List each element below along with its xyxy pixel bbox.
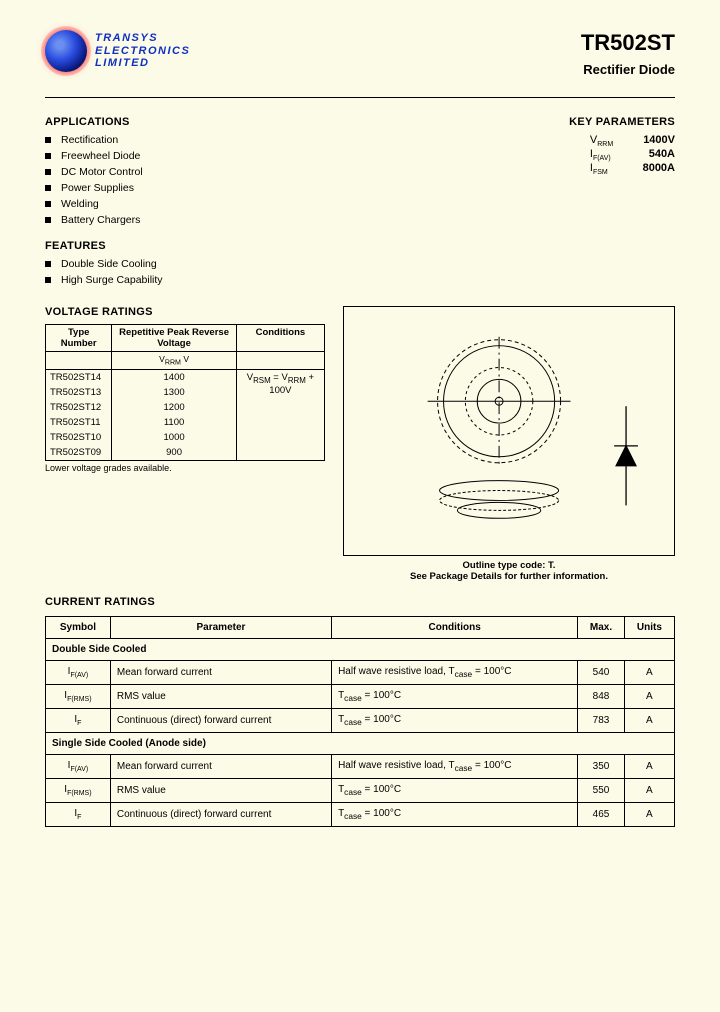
- divider: [45, 97, 675, 98]
- outline-diagram: [343, 306, 675, 556]
- list-item: Power Supplies: [45, 182, 445, 194]
- left-column: APPLICATIONS Rectification Freewheel Diod…: [45, 116, 445, 300]
- diagram-subcaption: See Package Details for further informat…: [343, 571, 675, 582]
- company-name: TRANSYS ELECTRONICS LIMITED: [95, 32, 190, 70]
- table-row: TR502ST141400VRSM = VRRM + 100V: [46, 369, 325, 385]
- section-row: Double Side Cooled: [46, 639, 675, 661]
- table-row: IFContinuous (direct) forward currentTca…: [46, 709, 675, 733]
- voltage-note: Lower voltage grades available.: [45, 463, 325, 473]
- voltage-ratings-block: VOLTAGE RATINGS Type NumberRepetitive Pe…: [45, 306, 325, 582]
- features-heading: FEATURES: [45, 240, 445, 252]
- list-item: Double Side Cooling: [45, 258, 445, 270]
- applications-list: Rectification Freewheel Diode DC Motor Con…: [45, 134, 445, 226]
- key-params-table: VRRM1400VIF(AV)540AIFSM8000A: [590, 134, 675, 177]
- globe-icon: [45, 30, 87, 72]
- subtitle: Rectifier Diode: [581, 62, 675, 77]
- company-line1: TRANSYS: [95, 32, 190, 45]
- current-heading: CURRENT RATINGS: [45, 596, 675, 608]
- title-block: TR502ST Rectifier Diode: [581, 30, 675, 77]
- diagram-block: Outline type code: T. See Package Detail…: [343, 306, 675, 582]
- key-params-heading: KEY PARAMETERS: [475, 116, 675, 128]
- part-number: TR502ST: [581, 30, 675, 56]
- key-param-row: IFSM8000A: [590, 162, 675, 176]
- section-row: Single Side Cooled (Anode side): [46, 733, 675, 755]
- list-item: Freewheel Diode: [45, 150, 445, 162]
- mid-row: VOLTAGE RATINGS Type NumberRepetitive Pe…: [45, 306, 675, 582]
- applications-heading: APPLICATIONS: [45, 116, 445, 128]
- top-columns: APPLICATIONS Rectification Freewheel Diod…: [45, 116, 675, 300]
- list-item: High Surge Capability: [45, 274, 445, 286]
- list-item: Welding: [45, 198, 445, 210]
- table-row: IF(RMS)RMS valueTcase = 100°C848A: [46, 685, 675, 709]
- table-row: IF(RMS)RMS valueTcase = 100°C550A: [46, 779, 675, 803]
- list-item: Rectification: [45, 134, 445, 146]
- key-params-block: KEY PARAMETERS VRRM1400VIF(AV)540AIFSM80…: [475, 116, 675, 300]
- key-param-row: IF(AV)540A: [590, 148, 675, 162]
- voltage-heading: VOLTAGE RATINGS: [45, 306, 325, 318]
- features-list: Double Side Cooling High Surge Capability: [45, 258, 445, 286]
- diagram-svg: [344, 307, 674, 555]
- table-row: IFContinuous (direct) forward currentTca…: [46, 803, 675, 827]
- table-row: IF(AV)Mean forward currentHalf wave resi…: [46, 661, 675, 685]
- list-item: DC Motor Control: [45, 166, 445, 178]
- voltage-table: Type NumberRepetitive Peak Reverse Volta…: [45, 324, 325, 461]
- list-item: Battery Chargers: [45, 214, 445, 226]
- page-header: TRANSYS ELECTRONICS LIMITED TR502ST Rect…: [45, 30, 675, 77]
- diagram-caption: Outline type code: T.: [343, 560, 675, 571]
- logo: TRANSYS ELECTRONICS LIMITED: [45, 30, 190, 72]
- key-param-row: VRRM1400V: [590, 134, 675, 148]
- company-line3: LIMITED: [95, 57, 190, 70]
- current-table: SymbolParameterConditionsMax.UnitsDouble…: [45, 616, 675, 827]
- table-row: IF(AV)Mean forward currentHalf wave resi…: [46, 755, 675, 779]
- company-line2: ELECTRONICS: [95, 45, 190, 58]
